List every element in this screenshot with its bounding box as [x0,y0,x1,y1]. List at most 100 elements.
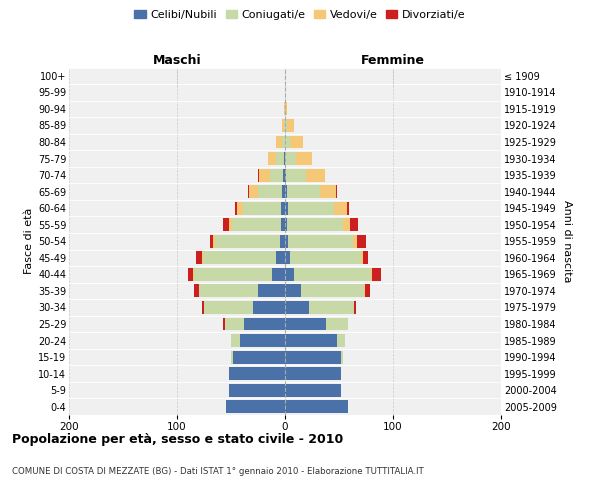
Bar [202,252,203,264]
Bar [285,367,341,380]
Bar [224,318,244,330]
Bar [343,218,350,231]
Bar [365,284,370,298]
Bar [282,136,285,148]
Bar [353,235,358,248]
Bar [285,152,296,165]
Bar [326,318,347,330]
Bar [309,301,354,314]
Text: Femmine: Femmine [361,54,425,68]
Bar [285,235,288,248]
Bar [244,318,285,330]
Bar [211,235,212,248]
Bar [280,235,285,248]
Bar [285,400,347,413]
Bar [285,318,326,330]
Bar [281,218,285,231]
Bar [290,136,304,148]
Bar [248,185,250,198]
Bar [285,252,290,264]
Bar [258,185,282,198]
Bar [215,235,280,248]
Text: COMUNE DI COSTA DI MEZZATE (BG) - Dati ISTAT 1° gennaio 2010 - Elaborazione TUTT: COMUNE DI COSTA DI MEZZATE (BG) - Dati I… [12,468,424,476]
Bar [188,268,193,281]
Bar [305,168,325,181]
Bar [358,235,366,248]
Bar [285,102,287,116]
Bar [285,136,290,148]
Bar [293,268,371,281]
Bar [277,136,282,148]
Bar [282,185,285,198]
Bar [284,102,285,116]
Bar [233,350,285,364]
Bar [258,284,285,298]
Bar [223,318,224,330]
Bar [199,284,258,298]
Bar [285,284,301,298]
Bar [301,284,364,298]
Bar [286,168,305,181]
Bar [282,119,284,132]
Bar [285,268,293,281]
Bar [268,152,277,165]
Bar [287,218,343,231]
Bar [361,252,363,264]
Bar [231,350,233,364]
Bar [281,202,285,214]
Bar [284,119,285,132]
Bar [231,334,239,347]
Bar [193,268,194,281]
Bar [235,202,238,214]
Bar [285,168,286,181]
Bar [202,301,204,314]
Bar [232,218,281,231]
Bar [364,284,365,298]
Bar [194,268,272,281]
Bar [250,185,258,198]
Bar [226,400,285,413]
Y-axis label: Fasce di età: Fasce di età [23,208,34,274]
Bar [196,252,202,264]
Bar [285,185,287,198]
Bar [283,168,285,181]
Bar [229,218,232,231]
Bar [334,202,347,214]
Bar [229,384,285,396]
Bar [371,268,373,281]
Bar [204,301,253,314]
Bar [238,202,243,214]
Bar [194,284,199,298]
Bar [363,252,368,264]
Bar [229,367,285,380]
Bar [347,202,349,214]
Text: Maschi: Maschi [152,54,202,68]
Bar [290,252,361,264]
Bar [239,334,285,347]
Bar [287,119,293,132]
Bar [284,152,285,165]
Bar [350,218,358,231]
Bar [285,218,287,231]
Bar [285,334,337,347]
Bar [320,185,336,198]
Bar [287,185,320,198]
Bar [354,301,356,314]
Bar [341,350,343,364]
Bar [373,268,381,281]
Bar [285,119,287,132]
Bar [277,152,284,165]
Bar [288,235,353,248]
Bar [223,218,229,231]
Bar [258,168,259,181]
Bar [337,334,346,347]
Bar [285,384,341,396]
Bar [288,202,334,214]
Y-axis label: Anni di nascita: Anni di nascita [562,200,572,282]
Bar [243,202,281,214]
Bar [336,185,337,198]
Bar [285,350,341,364]
Text: Popolazione per età, sesso e stato civile - 2010: Popolazione per età, sesso e stato civil… [12,432,343,446]
Bar [259,168,270,181]
Legend: Celibi/Nubili, Coniugati/e, Vedovi/e, Divorziati/e: Celibi/Nubili, Coniugati/e, Vedovi/e, Di… [130,6,470,25]
